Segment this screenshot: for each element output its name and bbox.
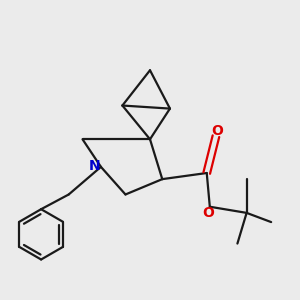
Text: O: O <box>212 124 224 138</box>
Text: O: O <box>202 206 214 220</box>
Text: N: N <box>88 159 100 172</box>
